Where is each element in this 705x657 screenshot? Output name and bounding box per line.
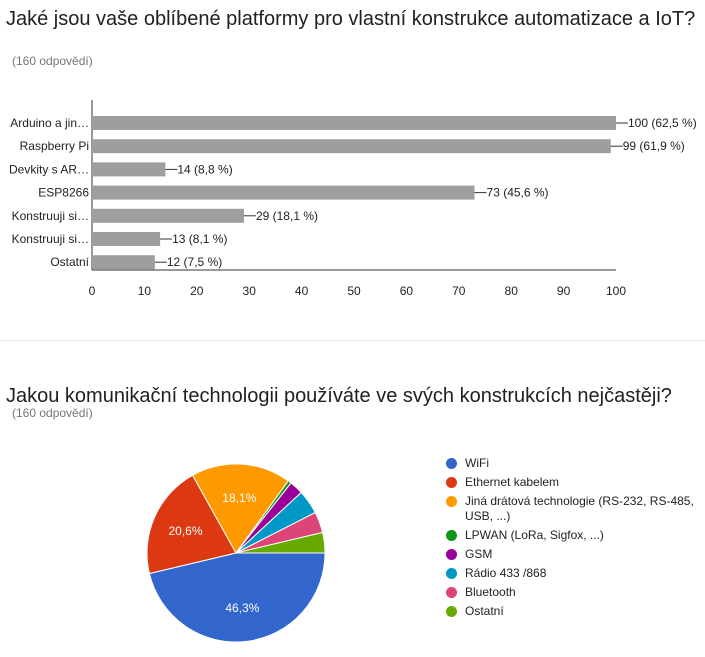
x-tick-label: 30 (243, 284, 257, 298)
section-divider (0, 340, 705, 341)
legend-label: Jiná drátová technologie (RS-232, RS-485… (465, 494, 694, 523)
data-label: 99 (61,9 %) (623, 139, 685, 153)
bar (92, 116, 616, 130)
legend-swatch (446, 606, 457, 617)
pie-slice (235, 491, 316, 554)
legend-swatch (446, 549, 457, 560)
category-label: Arduino a jin… (10, 116, 89, 130)
x-tick-label: 50 (347, 284, 361, 298)
category-label: Raspberry Pi (20, 139, 89, 153)
x-tick-label: 10 (138, 284, 152, 298)
bar-chart: Arduino a jin… Raspberry Pi Devkity s AR… E… (9, 100, 697, 298)
pie-slice (146, 474, 237, 575)
x-tick-label: 20 (190, 284, 204, 298)
legend-label: GSM (465, 547, 493, 561)
question-2-response-count: (160 odpovědí) (12, 406, 93, 420)
x-tick-label: 60 (400, 284, 414, 298)
data-label: 12 (7,5 %) (167, 255, 222, 269)
legend-label: LPWAN (LoRa, Sigfox, ...) (465, 528, 604, 542)
pie-legend: WiFi Ethernet kabelem Jiná drátová technol… (446, 456, 696, 623)
data-label: 100 (62,5 %) (628, 116, 697, 130)
pie-slice-label: 20,6% (168, 524, 202, 538)
question-2-title: Jakou komunikační technologii používáte … (6, 385, 672, 407)
category-label: Konstruuji si… (12, 209, 89, 223)
legend-item: Ethernet kabelem (446, 475, 696, 490)
pie-slice (148, 552, 326, 643)
x-tick-label: 40 (295, 284, 309, 298)
legend-label: Rádio 433 /868 (465, 566, 547, 580)
pie-slice (235, 482, 302, 554)
pie-slice (191, 463, 290, 554)
legend-label: Ethernet kabelem (465, 475, 560, 489)
legend-swatch (446, 530, 457, 541)
bar (92, 185, 475, 200)
x-tick-label: 80 (505, 284, 519, 298)
x-tick-label: 0 (89, 284, 96, 298)
data-label: 14 (8,8 %) (177, 162, 232, 176)
legend-swatch (446, 568, 457, 579)
category-label: Konstruuji si… (12, 232, 89, 246)
legend-swatch (446, 458, 457, 469)
pie-slice (235, 531, 326, 554)
legend-item: WiFi (446, 456, 696, 471)
legend-item: Bluetooth (446, 585, 696, 600)
data-label: 73 (45,6 %) (487, 186, 549, 200)
bar (92, 232, 161, 246)
pie-slice (235, 480, 292, 554)
legend-swatch (446, 496, 457, 507)
legend-item: LPWAN (LoRa, Sigfox, ...) (446, 528, 696, 543)
bar (92, 162, 166, 177)
category-label: Ostatní (50, 255, 89, 269)
x-tick-label: 70 (452, 284, 466, 298)
pie-slice-label: 18,1% (222, 491, 256, 505)
bar (92, 139, 611, 154)
question-1-response-count: (160 odpovědí) (12, 54, 93, 68)
x-tick-label: 100 (606, 284, 626, 298)
pie-slice-label: 46,3% (225, 601, 259, 615)
category-label: Devkity s AR… (9, 162, 89, 176)
data-label: 29 (18,1 %) (256, 209, 318, 223)
legend-label: Ostatní (465, 604, 504, 618)
legend-label: WiFi (465, 456, 489, 470)
legend-swatch (446, 477, 457, 488)
legend-item: Ostatní (446, 604, 696, 619)
legend-item: GSM (446, 547, 696, 562)
legend-item: Jiná drátová technologie (RS-232, RS-485… (446, 494, 696, 524)
pie-slice (235, 511, 324, 554)
legend-label: Bluetooth (465, 585, 516, 599)
category-label: ESP8266 (38, 186, 89, 200)
bar (92, 208, 244, 223)
question-1-title: Jaké jsou vaše oblíbené platformy pro vl… (6, 8, 696, 30)
x-tick-label: 90 (557, 284, 571, 298)
legend-swatch (446, 587, 457, 598)
legend-item: Rádio 433 /868 (446, 566, 696, 581)
bar (92, 255, 155, 270)
data-label: 13 (8,1 %) (172, 232, 227, 246)
